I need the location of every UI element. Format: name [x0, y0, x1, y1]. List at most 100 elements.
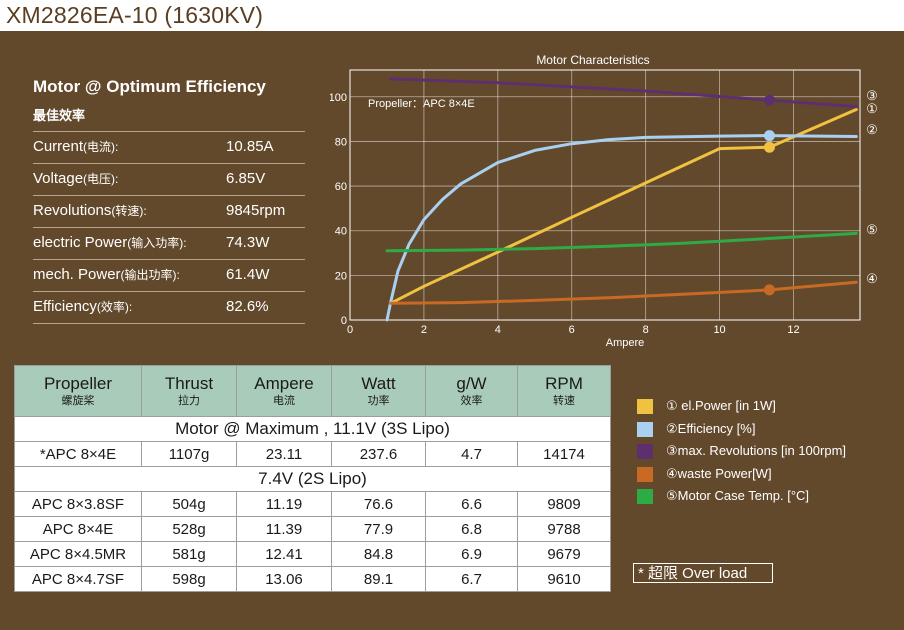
legend-label: ① el.Power [in 1W] [666, 398, 776, 413]
series-line [385, 134, 858, 322]
column-header: Ampere 电流 [236, 365, 332, 417]
optimum-row: Efficiency(效率): 82.6% [33, 291, 305, 324]
optimum-row-label-cn: (输入功率): [127, 236, 187, 250]
table-cell: APC 8×3.8SF [14, 491, 142, 517]
x-tick-label: 4 [495, 324, 501, 336]
table-cell: 9679 [517, 541, 611, 567]
table-cell: APC 8×4E [14, 516, 142, 542]
table-cell: 4.7 [425, 441, 518, 467]
series-end-label: ① [866, 101, 878, 116]
table-section-row: 7.4V (2S Lipo) [14, 466, 611, 492]
series-line [389, 77, 858, 109]
optimum-row-label: Current(电流): [33, 138, 118, 155]
chart-annotation: Propeller：APC 8×4E [368, 98, 475, 110]
table-section-title: Motor @ Maximum , 11.1V (3S Lipo) [14, 416, 611, 442]
series-end-label: ④ [866, 271, 878, 286]
table-row: APC 8×4.7SF 598g 13.06 89.1 6.7 9610 [14, 566, 611, 592]
series-marker [763, 284, 775, 296]
optimum-heading-cn: 最佳效率 [33, 108, 86, 123]
table-cell: 1107g [141, 441, 237, 467]
table-cell: 11.39 [236, 516, 332, 542]
series-marker [763, 141, 775, 153]
x-tick-label: 2 [421, 324, 427, 336]
y-tick-label: 20 [335, 270, 347, 282]
optimum-row-value: 6.85V [226, 170, 266, 187]
optimum-row-value: 74.3W [226, 234, 270, 251]
table-cell: 6.7 [425, 566, 518, 592]
optimum-row-label-cn: (输出功率): [120, 268, 180, 282]
column-header: Thrust 拉力 [141, 365, 237, 417]
column-header-cn: 拉力 [178, 395, 200, 407]
motor-characteristics-chart: 0 2 4 6 8 10 12 0 20 40 60 80 100 Ampere Motor Charact… [330, 53, 878, 349]
table-cell: 12.41 [236, 541, 332, 567]
table-cell: 89.1 [331, 566, 426, 592]
divider [33, 131, 305, 132]
optimum-row-label: Revolutions(转速): [33, 202, 147, 219]
optimum-row: Voltage(电压): 6.85V [33, 163, 305, 196]
column-header-en: Propeller [43, 374, 113, 393]
y-tick-label: 80 [335, 136, 347, 148]
y-tick-label: 100 [330, 92, 347, 104]
legend-swatch [637, 444, 653, 459]
column-header-cn: 效率 [460, 395, 483, 407]
table-row: APC 8×3.8SF 504g 11.19 76.6 6.6 9809 [14, 491, 611, 517]
legend-label: ③max. Revolutions [in 100rpm] [666, 443, 847, 458]
optimum-row-value: 82.6% [226, 298, 269, 315]
y-tick-label: 60 [335, 181, 347, 193]
table-cell: *APC 8×4E [14, 441, 142, 467]
table-cell: APC 8×4.5MR [14, 541, 142, 567]
optimum-row-label: electric Power(输入功率): [33, 234, 187, 251]
legend-swatch [637, 421, 653, 437]
table-cell: 14174 [517, 441, 611, 467]
table-cell: 9610 [517, 566, 611, 592]
optimum-row-label-cn: (电压): [83, 172, 119, 186]
plot-area [349, 69, 861, 321]
table-cell: 6.8 [425, 516, 518, 542]
table-cell: 84.8 [331, 541, 426, 567]
optimum-row: Current(电流): 10.85A [33, 131, 305, 164]
column-header: g/W 效率 [425, 365, 518, 417]
optimum-row: Revolutions(转速): 9845rpm [33, 195, 305, 228]
table-cell: 76.6 [331, 491, 426, 517]
table-cell: 9788 [517, 516, 611, 542]
series-line [389, 280, 858, 305]
table-cell: 504g [141, 491, 237, 517]
series-line [389, 108, 858, 305]
table-row: *APC 8×4E 1107g 23.11 237.6 4.7 14174 [14, 441, 611, 467]
x-tick-label: 6 [569, 324, 575, 336]
table-cell: APC 8×4.7SF [14, 566, 142, 592]
legend-swatch [637, 399, 653, 414]
optimum-row: electric Power(输入功率): 74.3W [33, 227, 305, 260]
legend-swatch [637, 489, 653, 504]
x-tick-label: 12 [787, 324, 799, 336]
optimum-row-label: mech. Power(输出功率): [33, 266, 180, 283]
series-marker [763, 130, 775, 142]
column-header: RPM 转速 [517, 365, 611, 417]
series-marker [763, 94, 775, 106]
table-cell: 237.6 [331, 441, 426, 467]
column-header-cn: 功率 [367, 395, 390, 407]
table-cell: 6.6 [425, 491, 518, 517]
legend-label: ④waste Power[W] [666, 465, 772, 481]
optimum-row-value: 10.85A [226, 138, 274, 155]
table-row: APC 8×4.5MR 581g 12.41 84.8 6.9 9679 [14, 541, 611, 567]
series-end-label: ③ [866, 88, 878, 103]
optimum-row-label: Voltage(电压): [33, 170, 118, 187]
series-end-label: ⑤ [866, 222, 878, 237]
column-header-en: Ampere [254, 374, 314, 393]
x-tick-label: 8 [643, 324, 649, 336]
y-tick-label: 0 [341, 315, 347, 327]
optimum-row-label: Efficiency(效率): [33, 298, 132, 315]
table-cell: 13.06 [236, 566, 332, 592]
table-cell: 11.19 [236, 491, 332, 517]
optimum-row-label-cn: (电流): [83, 140, 119, 154]
series-line [385, 231, 858, 253]
optimum-heading: Motor @ Optimum Efficiency [33, 77, 266, 96]
legend-label: ②Efficiency [%] [666, 420, 756, 436]
x-tick-label: 0 [347, 324, 353, 336]
table-cell: 6.9 [425, 541, 518, 567]
optimum-row-label-en: Current [33, 138, 84, 155]
column-header-en: g/W [456, 374, 487, 393]
optimum-row-label-en: electric Power [33, 234, 128, 251]
table-row: APC 8×4E 528g 11.39 77.9 6.8 9788 [14, 516, 611, 542]
